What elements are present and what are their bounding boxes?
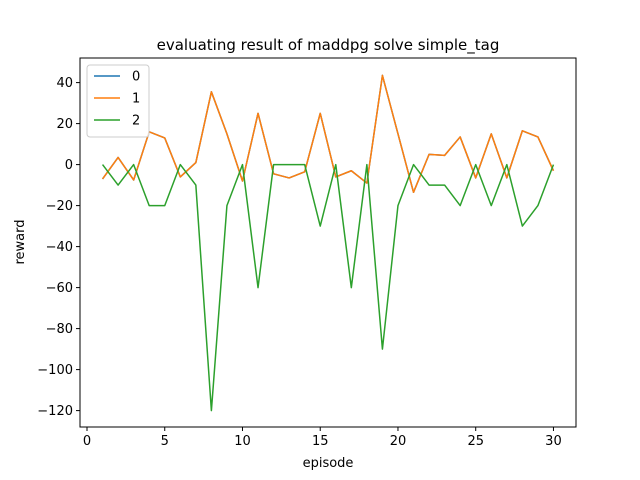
legend-label-2: 2 (132, 114, 140, 129)
y-tick-label: −20 (46, 199, 73, 214)
x-axis-label: episode (303, 456, 354, 471)
x-tick-label: 30 (545, 434, 562, 449)
x-tick-label: 15 (312, 434, 329, 449)
y-tick-label: −80 (46, 322, 73, 337)
x-axis-ticks: 0 5 10 15 20 25 30 (83, 427, 562, 449)
y-tick-label: 0 (65, 158, 73, 173)
y-axis-ticks: −120 −100 −80 −60 −40 −20 0 20 40 (37, 76, 80, 419)
x-tick-label: 0 (83, 434, 91, 449)
series-line-2 (101, 163, 555, 412)
legend-label-0: 0 (132, 70, 140, 85)
legend-label-1: 1 (132, 92, 140, 107)
y-axis-label: reward (13, 219, 28, 264)
y-tick-label: −60 (46, 281, 73, 296)
chart-title: evaluating result of maddpg solve simple… (157, 36, 500, 55)
x-tick-label: 10 (234, 434, 251, 449)
x-tick-label: 25 (467, 434, 484, 449)
y-tick-label: 40 (56, 76, 73, 91)
x-tick-label: 20 (390, 434, 407, 449)
series-lines (101, 74, 555, 412)
y-tick-label: −120 (37, 404, 73, 419)
y-tick-label: −40 (46, 240, 73, 255)
x-tick-label: 5 (161, 434, 169, 449)
legend-box (86, 64, 150, 138)
legend: 0 1 2 (86, 64, 150, 138)
plot-frame (79, 57, 577, 428)
y-tick-label: −100 (37, 363, 73, 378)
y-tick-label: 20 (56, 117, 73, 132)
